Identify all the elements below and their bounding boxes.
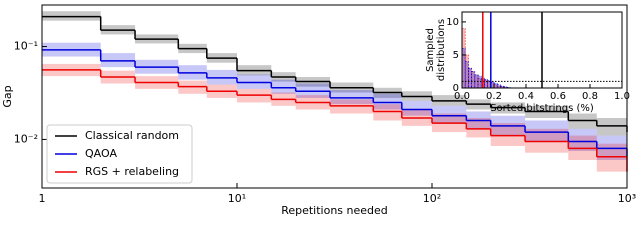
x-axis-label: Repetitions needed	[281, 204, 388, 217]
x-axis-label: Sorted bitstrings (%)	[490, 103, 594, 114]
band	[373, 104, 402, 121]
hist-bar	[464, 61, 469, 89]
x-tick-label: 1.0	[614, 91, 630, 102]
x-tick-label: 10³	[618, 192, 636, 205]
band	[330, 90, 374, 105]
x-tick-label: 0.8	[582, 91, 598, 102]
band	[401, 100, 432, 116]
y-tick-label: 10⁻²	[14, 132, 38, 145]
figure: 1 10¹ 10² 10³ 10⁻² 10⁻¹ Repetitions needed Gap C…	[1, 4, 636, 217]
band	[100, 53, 136, 68]
x-tick-label: 10²	[423, 192, 441, 205]
band	[466, 118, 491, 138]
y-axis-label: distributions	[436, 19, 447, 81]
band	[237, 74, 272, 89]
x-tick-label: 0.4	[518, 91, 534, 102]
x-tick-label: 1	[39, 192, 46, 205]
hist-bar	[468, 67, 472, 89]
inset-frame	[461, 11, 623, 89]
hist-bar	[464, 54, 469, 89]
x-tick-label: 0.2	[486, 91, 502, 102]
y-axis-label: Sampled	[425, 28, 436, 72]
y-tick-label: 5	[453, 50, 459, 61]
hist-bar	[461, 48, 466, 89]
band	[432, 105, 467, 124]
band	[568, 128, 597, 152]
y-axis-label: Gap	[1, 85, 14, 107]
plot-frame	[41, 4, 628, 189]
band	[525, 120, 569, 142]
band	[596, 118, 627, 136]
page: {"chart_data": [ {"type": "line", "xlabe…	[1, 4, 637, 217]
y-tick-label: 10⁻¹	[14, 40, 38, 53]
hist-bar	[477, 77, 482, 89]
legend-label: Classical random	[85, 129, 179, 142]
hist-bar	[493, 84, 498, 89]
legend-label: QAOA	[85, 147, 117, 160]
y-tick-label: 10	[446, 17, 459, 28]
x-tick-label: 0.6	[550, 91, 566, 102]
hist-bar	[471, 71, 476, 89]
x-tick-label: 0.0	[454, 91, 470, 102]
x-tick-label: 10¹	[228, 192, 246, 205]
legend-box	[46, 124, 193, 184]
band	[271, 79, 296, 94]
hist-bar	[477, 75, 482, 89]
legend-label: RGS + relabeling	[85, 165, 179, 178]
hist-bar	[496, 84, 501, 89]
y-tick-label: 0	[453, 83, 459, 94]
hist-bar	[484, 79, 488, 89]
band	[490, 123, 526, 146]
band	[373, 93, 402, 110]
